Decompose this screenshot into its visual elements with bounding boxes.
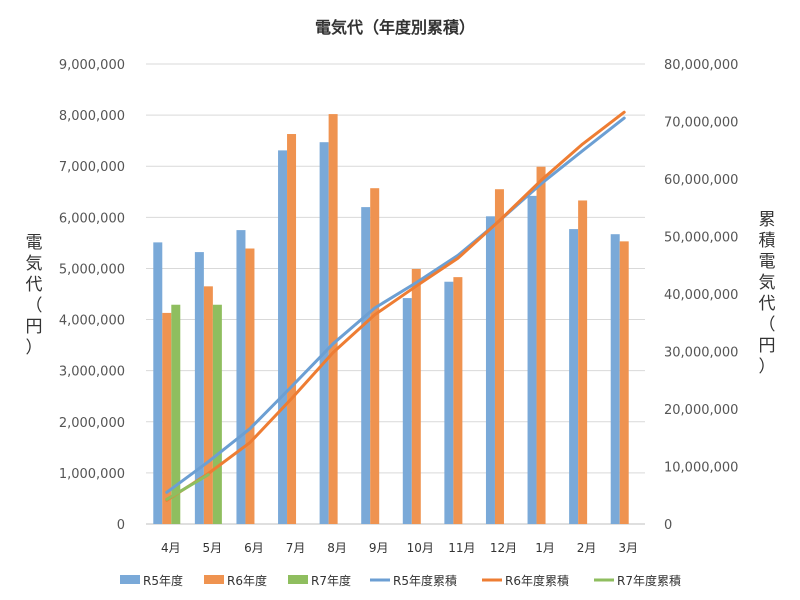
category-label: 1月 <box>535 541 555 555</box>
legend-swatch <box>288 575 308 584</box>
legend-label: R5年度 <box>143 573 183 588</box>
right-tick-label: 10,000,000 <box>664 461 738 476</box>
legend: R5年度 R6年度 R7年度 R5年度累積 R6年度累積 R7年度累積 <box>120 573 681 588</box>
legend-label: R7年度 <box>311 573 351 588</box>
right-axis-ticks: 0 10,000,000 20,000,000 30,000,000 40,000,00… <box>664 58 738 533</box>
left-tick-label: 4,000,000 <box>59 314 125 329</box>
bar-R6年度 <box>162 312 172 524</box>
right-axis-title: 累積電気代（円） <box>759 210 776 377</box>
bar-R7年度 <box>171 304 181 524</box>
bar-R6年度 <box>536 166 546 524</box>
right-tick-label: 80,000,000 <box>664 58 738 73</box>
category-label: 2月 <box>577 541 597 555</box>
left-tick-label: 3,000,000 <box>59 365 125 380</box>
bar-layer <box>153 114 629 525</box>
bar-R6年度 <box>203 286 213 524</box>
category-label: 6月 <box>244 541 264 555</box>
bar-R5年度 <box>444 281 454 524</box>
right-tick-label: 0 <box>664 518 672 533</box>
category-label: 3月 <box>618 541 638 555</box>
right-tick-label: 70,000,000 <box>664 116 738 131</box>
bar-R6年度 <box>494 189 504 524</box>
left-tick-label: 5,000,000 <box>59 262 125 277</box>
grid-layer <box>146 63 645 525</box>
line-R7年度累積 <box>165 473 210 501</box>
left-tick-label: 6,000,000 <box>59 211 125 226</box>
category-label: 11月 <box>448 541 475 555</box>
left-tick-label: 0 <box>117 518 125 533</box>
bar-R6年度 <box>328 114 338 524</box>
right-tick-label: 40,000,000 <box>664 288 738 303</box>
legend-label: R6年度累積 <box>505 573 569 588</box>
right-tick-label: 50,000,000 <box>664 231 738 246</box>
bar-R5年度 <box>278 150 288 524</box>
bar-R5年度 <box>485 216 495 525</box>
bar-R6年度 <box>619 241 629 524</box>
right-tick-label: 60,000,000 <box>664 173 738 188</box>
bar-R5年度 <box>194 252 204 525</box>
left-tick-label: 8,000,000 <box>59 109 125 124</box>
left-tick-label: 2,000,000 <box>59 416 125 431</box>
bar-R5年度 <box>527 195 537 524</box>
left-tick-label: 7,000,000 <box>59 160 125 175</box>
axis-title-text: 電気代（円） <box>26 233 43 358</box>
x-axis-categories: 4月 5月 6月 7月 8月 9月 10月 11月 12月 1月 2月 3月 <box>161 541 638 555</box>
bar-R6年度 <box>245 248 255 524</box>
axis-title-text: 累積電気代（円） <box>759 210 776 377</box>
category-label: 9月 <box>369 541 389 555</box>
left-axis-ticks: 0 1,000,000 2,000,000 3,000,000 4,000,000 5,0… <box>59 58 125 533</box>
right-tick-label: 20,000,000 <box>664 403 738 418</box>
bar-R7年度 <box>212 304 222 524</box>
category-label: 10月 <box>407 541 434 555</box>
bar-R5年度 <box>236 230 246 524</box>
legend-label: R6年度 <box>227 573 267 588</box>
left-tick-label: 9,000,000 <box>59 58 125 73</box>
category-label: 12月 <box>490 541 517 555</box>
right-tick-label: 30,000,000 <box>664 346 738 361</box>
legend-swatch <box>120 575 140 584</box>
bar-R5年度 <box>610 234 620 524</box>
left-axis-title: 電気代（円） <box>26 233 43 358</box>
category-label: 8月 <box>327 541 347 555</box>
chart-title: 電気代（年度別累積） <box>315 18 475 37</box>
bar-R6年度 <box>453 277 463 524</box>
line-R6年度累積 <box>165 110 626 502</box>
legend-label: R7年度累積 <box>617 573 681 588</box>
category-label: 4月 <box>161 541 181 555</box>
bar-R5年度 <box>361 207 371 524</box>
category-label: 5月 <box>203 541 223 555</box>
category-label: 7月 <box>286 541 306 555</box>
bar-R6年度 <box>578 200 588 524</box>
bar-R6年度 <box>411 268 421 524</box>
left-tick-label: 1,000,000 <box>59 467 125 482</box>
bar-R5年度 <box>153 242 163 524</box>
legend-label: R5年度累積 <box>393 573 457 588</box>
bar-R5年度 <box>402 298 412 524</box>
bar-R6年度 <box>287 134 297 524</box>
bar-R5年度 <box>569 229 579 525</box>
legend-swatch <box>204 575 224 584</box>
line-layer <box>165 110 626 502</box>
bar-R5年度 <box>319 142 329 524</box>
line-R5年度累積 <box>165 116 626 494</box>
bar-R6年度 <box>370 188 380 524</box>
